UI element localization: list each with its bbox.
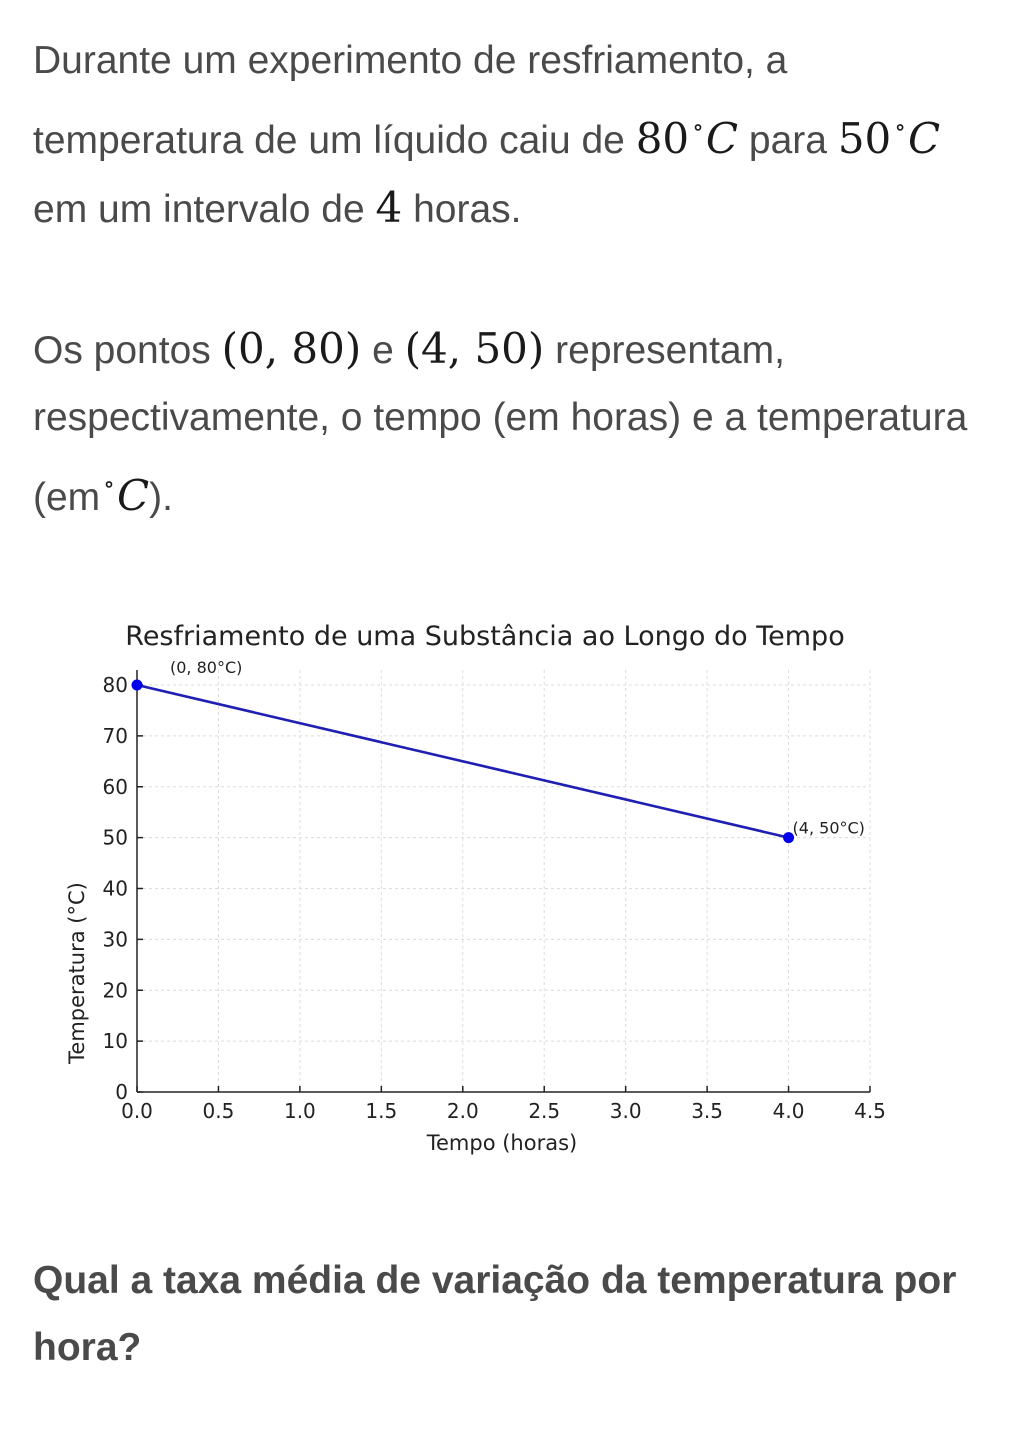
data-point (783, 832, 795, 844)
x-ticks: 0.0 0.5 1.0 1.5 2.0 2.5 3.0 3.5 4.0 4.5 (121, 1086, 886, 1123)
y-tick-label: 60 (103, 775, 128, 799)
text-fragment: horas. (413, 188, 522, 231)
x-tick-label: 4.0 (773, 1099, 805, 1123)
problem-paragraph-2: Os pontos (0, 80) e (4, 50) representam,… (33, 315, 993, 531)
math-hours: 4 (375, 183, 403, 232)
x-tick-label: 3.5 (691, 1099, 723, 1123)
text-fragment: em um intervalo de (33, 188, 365, 231)
math-number: 50 (837, 114, 892, 163)
y-axis-label: Temperatura (°C) (65, 882, 89, 1065)
chart-title: Resfriamento de uma Substância ao Longo … (125, 621, 844, 652)
degree-symbol: ∘ (894, 113, 907, 141)
x-axis-label: Tempo (horas) (426, 1131, 577, 1155)
math-point-2: (4, 50) (404, 324, 545, 373)
degree-symbol: ∘ (692, 113, 704, 141)
math-unit: C (705, 114, 739, 163)
y-tick-label: 20 (103, 978, 128, 1002)
math-unit: C (908, 114, 941, 163)
problem-paragraph-1: Durante um experimento de resfriamento, … (33, 27, 993, 243)
y-tick-label: 50 (103, 826, 128, 850)
degree-symbol: ∘ (103, 470, 115, 498)
y-tick-label: 30 (103, 927, 128, 951)
math-unit: C (116, 471, 150, 520)
x-tick-label: 0.0 (121, 1099, 153, 1123)
text-fragment: Os pontos (33, 329, 211, 372)
math-initial-temp: 80 ∘C (635, 113, 739, 163)
y-tick-label: 70 (103, 724, 128, 748)
question-text: Qual a taxa média de variação da tempera… (33, 1259, 957, 1369)
point-label: (4, 50°C) (793, 819, 865, 838)
x-tick-label: 4.5 (854, 1099, 886, 1123)
x-tick-label: 1.0 (284, 1099, 316, 1123)
math-number: 80 (635, 114, 690, 163)
text-fragment: e (372, 329, 394, 372)
point-label: (0, 80°C) (170, 658, 242, 677)
x-tick-label: 3.0 (610, 1099, 642, 1123)
text-fragment: representam, respectivamente, o tempo (e… (33, 329, 968, 519)
y-ticks: 0 10 20 30 40 50 60 70 80 (103, 673, 143, 1104)
chart-series: (0, 80°C) (4, 50°C) (131, 658, 865, 844)
data-point (131, 679, 143, 691)
y-tick-label: 10 (103, 1029, 128, 1053)
y-tick-label: 0 (115, 1080, 128, 1104)
text-fragment: para (748, 119, 827, 162)
y-tick-label: 40 (103, 877, 128, 901)
x-tick-label: 1.5 (365, 1099, 397, 1123)
x-tick-label: 2.5 (528, 1099, 560, 1123)
x-tick-label: 0.5 (203, 1099, 235, 1123)
text-fragment: ). (149, 476, 173, 519)
math-point-1: (0, 80) (221, 324, 362, 373)
chart-axes (136, 670, 870, 1093)
x-tick-label: 2.0 (447, 1099, 479, 1123)
y-tick-label: 80 (103, 673, 128, 697)
math-unit-celsius: ∘C (100, 470, 150, 520)
series-line (136, 683, 789, 839)
math-final-temp: 50 ∘C (837, 113, 941, 163)
text-fragment: Durante um experimento de resfriamento, … (33, 39, 788, 162)
cooling-line-chart: Resfriamento de uma Substância ao Longo … (65, 621, 886, 1155)
chart-grid (136, 670, 871, 1093)
